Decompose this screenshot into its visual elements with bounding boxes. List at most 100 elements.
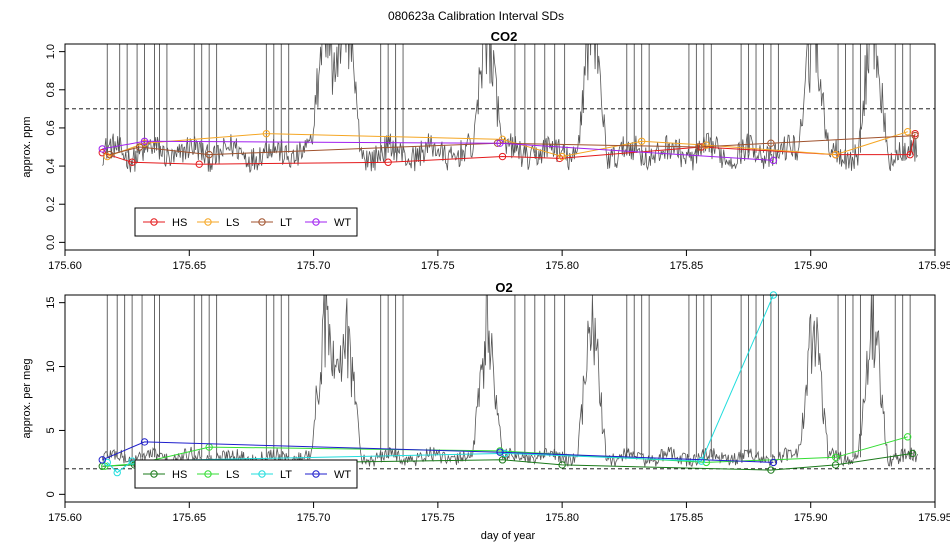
x-tick-label: 175.85 <box>670 260 704 272</box>
series-point-wt <box>98 145 106 153</box>
series-point-ls <box>637 137 646 145</box>
series-point-ls <box>831 453 840 461</box>
figure-title: 080623a Calibration Interval SDs <box>388 9 564 23</box>
series-point-hs <box>98 149 106 157</box>
x-tick-label: 175.60 <box>48 512 82 524</box>
x-tick-label: 175.90 <box>794 512 828 524</box>
x-tick-label: 175.75 <box>421 512 455 524</box>
series-point-wt <box>140 438 149 446</box>
series-point-ls <box>903 128 912 136</box>
x-tick-label: 175.75 <box>421 260 455 272</box>
legend: HS LS LT WT <box>134 207 358 237</box>
y-tick-label: 0 <box>45 491 57 497</box>
series-point-hs <box>831 461 840 469</box>
series-point-ls <box>140 139 149 147</box>
series-point-wt <box>98 456 106 464</box>
legend-label-ls: LS <box>226 469 239 481</box>
legend-marker-lt <box>258 470 266 478</box>
series-line-hs <box>102 133 916 165</box>
series-point-lt <box>911 131 919 140</box>
x-axis-label: day of year <box>481 530 536 542</box>
x-tick-label: 175.95 <box>918 512 950 524</box>
series-point-ls <box>831 150 840 159</box>
legend-marker-wt <box>312 470 320 478</box>
series-line-wt <box>102 441 774 463</box>
series-point-wt <box>140 137 149 145</box>
legend-label-hs: HS <box>172 217 187 229</box>
y-axis-label: approx. ppm <box>21 116 33 177</box>
series-point-wt <box>769 458 778 467</box>
y-tick-label: 0.4 <box>45 158 57 173</box>
legend-marker-hs <box>150 218 158 226</box>
series-point-lt <box>501 449 509 458</box>
x-tick-label: 175.80 <box>545 512 579 524</box>
series-point-hs <box>498 152 507 161</box>
x-tick-label: 175.80 <box>545 260 579 272</box>
y-tick-label: 0.2 <box>45 197 57 212</box>
panel-title: CO2 <box>491 29 518 44</box>
x-tick-label: 175.65 <box>172 512 206 524</box>
legend-label-hs: HS <box>172 469 187 481</box>
legend-label-wt: WT <box>334 217 351 229</box>
series-point-lt <box>205 150 213 159</box>
series-point-hs <box>555 154 564 163</box>
series-point-lt <box>113 468 121 477</box>
series-point-wt <box>496 139 504 147</box>
o2-panel: O2 175.60 175.65 175.70 175.75 175.80 175.85 17… <box>21 280 950 542</box>
series-point-ls <box>903 433 912 441</box>
series-point-lt <box>767 139 775 147</box>
x-tick-label: 175.70 <box>297 260 331 272</box>
x-tick-label: 175.90 <box>794 260 828 272</box>
y-tick-label: 1.0 <box>45 44 57 59</box>
legend-label-ls: LS <box>226 217 239 229</box>
y-tick-label: 0.8 <box>45 82 57 97</box>
raw-trace <box>102 44 918 173</box>
series-point-hs <box>911 129 919 138</box>
legend-label-lt: LT <box>280 469 292 481</box>
legend: HS LS LT WT <box>134 459 358 489</box>
co2-panel: CO2 175.60 175.65 175.70 175.75 175.80 175.85 1… <box>21 29 950 272</box>
plot-frame <box>64 294 936 503</box>
series-point-lt <box>697 457 706 465</box>
plot-frame <box>64 43 936 251</box>
legend-label-wt: WT <box>334 469 351 481</box>
x-tick-label: 175.65 <box>172 260 206 272</box>
y-tick-label: 10 <box>45 360 57 372</box>
series-point-ls <box>498 135 507 144</box>
y-tick-label: 0.0 <box>45 235 57 250</box>
series-point-ls <box>558 152 566 161</box>
x-tick-label: 175.85 <box>670 512 704 524</box>
series-point-ls <box>101 462 109 470</box>
series-point-ls <box>702 458 711 467</box>
x-tick-label: 175.70 <box>297 512 331 524</box>
series-point-hs <box>906 150 914 159</box>
x-tick-label: 175.95 <box>918 260 950 272</box>
y-tick-label: 0.6 <box>45 120 57 135</box>
y-tick-label: 5 <box>45 427 57 433</box>
y-tick-label: 15 <box>45 297 57 309</box>
legend-marker-ls <box>204 470 212 478</box>
y-axis-label: approx. per meg <box>21 358 33 438</box>
series-point-hs <box>384 158 392 166</box>
series-point-wt <box>496 448 504 456</box>
series-point-hs <box>195 160 203 168</box>
series-point-hs <box>908 449 917 458</box>
series-point-hs <box>128 158 136 166</box>
raw-trace <box>101 295 918 468</box>
legend-marker-lt <box>258 218 266 226</box>
panel-title: O2 <box>495 280 512 295</box>
series-point-ls <box>702 141 711 149</box>
legend-marker-hs <box>150 470 158 478</box>
legend-marker-ls <box>204 218 212 226</box>
series-line-wt <box>102 140 774 161</box>
series-point-hs <box>558 461 566 469</box>
legend-marker-wt <box>312 218 320 226</box>
series-point-lt <box>106 150 114 159</box>
series-line-ls <box>107 131 908 158</box>
series-point-lt <box>695 143 703 151</box>
series-point-hs <box>767 466 775 474</box>
series-point-ls <box>103 152 111 161</box>
series-point-ls <box>262 129 271 138</box>
legend-label-lt: LT <box>280 217 292 229</box>
